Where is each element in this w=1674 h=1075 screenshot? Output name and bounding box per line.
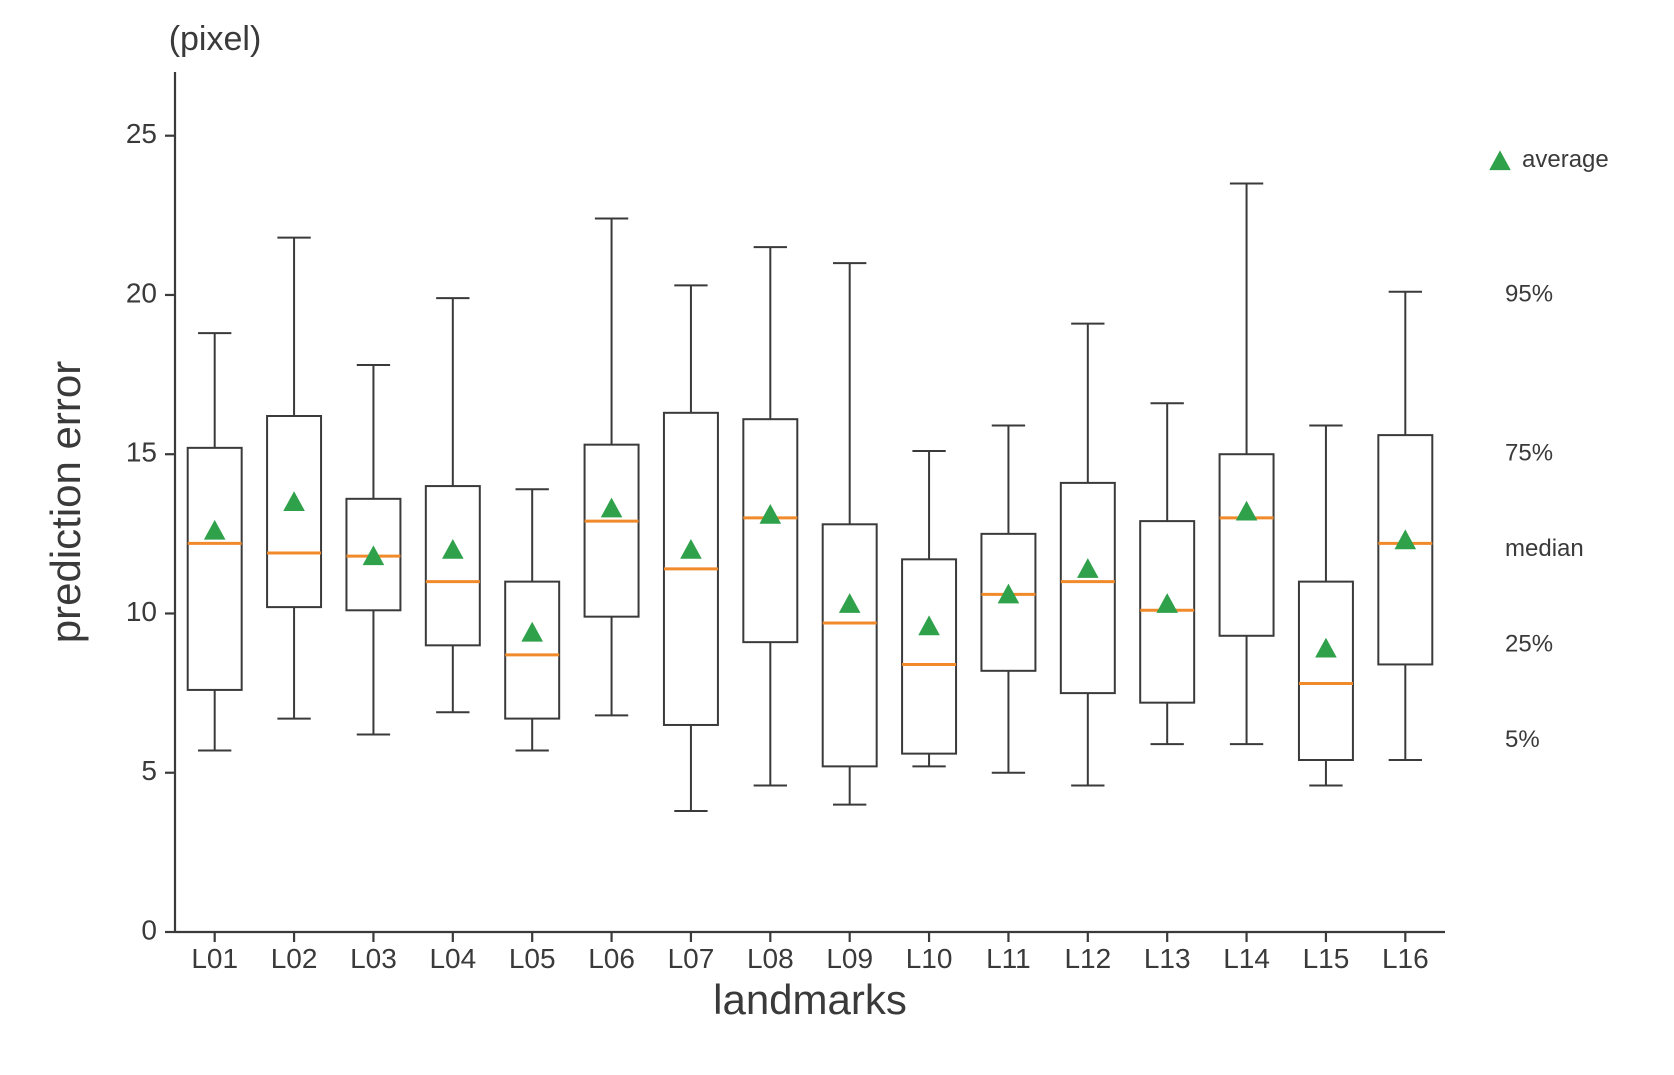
y-tick-label: 15 [126,437,157,468]
side-label-5: 5% [1505,726,1540,753]
y-tick-label: 10 [126,596,157,627]
y-tick-label: 5 [141,755,157,786]
x-tick-label: L12 [1064,943,1111,974]
x-tick-label: L09 [826,943,873,974]
boxplot-chart: 0 5 10 15 20 25 L01 L02 L03 L04 L05 L06 L07 L08 L09 L10… [0,0,1674,1075]
y-tick-label: 0 [141,914,157,945]
x-tick-label: L02 [271,943,318,974]
y-tick-label: 20 [126,277,157,308]
y-axis-label: prediction error [42,361,89,643]
x-tick-label: L03 [350,943,397,974]
x-tick-label: L15 [1303,943,1350,974]
y-tick-label: 25 [126,118,157,149]
x-tick-label: L11 [986,943,1031,974]
x-tick-label: L04 [429,943,476,974]
x-tick-label: L08 [747,943,794,974]
x-tick-label: L01 [191,943,238,974]
x-tick-label: L14 [1223,943,1270,974]
side-label-95: 95% [1505,280,1553,307]
x-tick-label: L05 [509,943,556,974]
side-label-median: median [1505,535,1584,562]
x-tick-label: L06 [588,943,635,974]
x-tick-label: L10 [906,943,953,974]
legend-label: average [1522,146,1609,173]
x-axis-label: landmarks [713,976,907,1023]
chart-svg: 0 5 10 15 20 25 L01 L02 L03 L04 L05 L06 L07 L08 L09 L10… [0,0,1674,1075]
unit-label: (pixel) [169,20,262,58]
x-tick-label: L13 [1144,943,1191,974]
x-tick-label: L07 [668,943,715,974]
side-label-75: 75% [1505,440,1553,467]
x-tick-label: L16 [1382,943,1429,974]
side-label-25: 25% [1505,631,1553,658]
